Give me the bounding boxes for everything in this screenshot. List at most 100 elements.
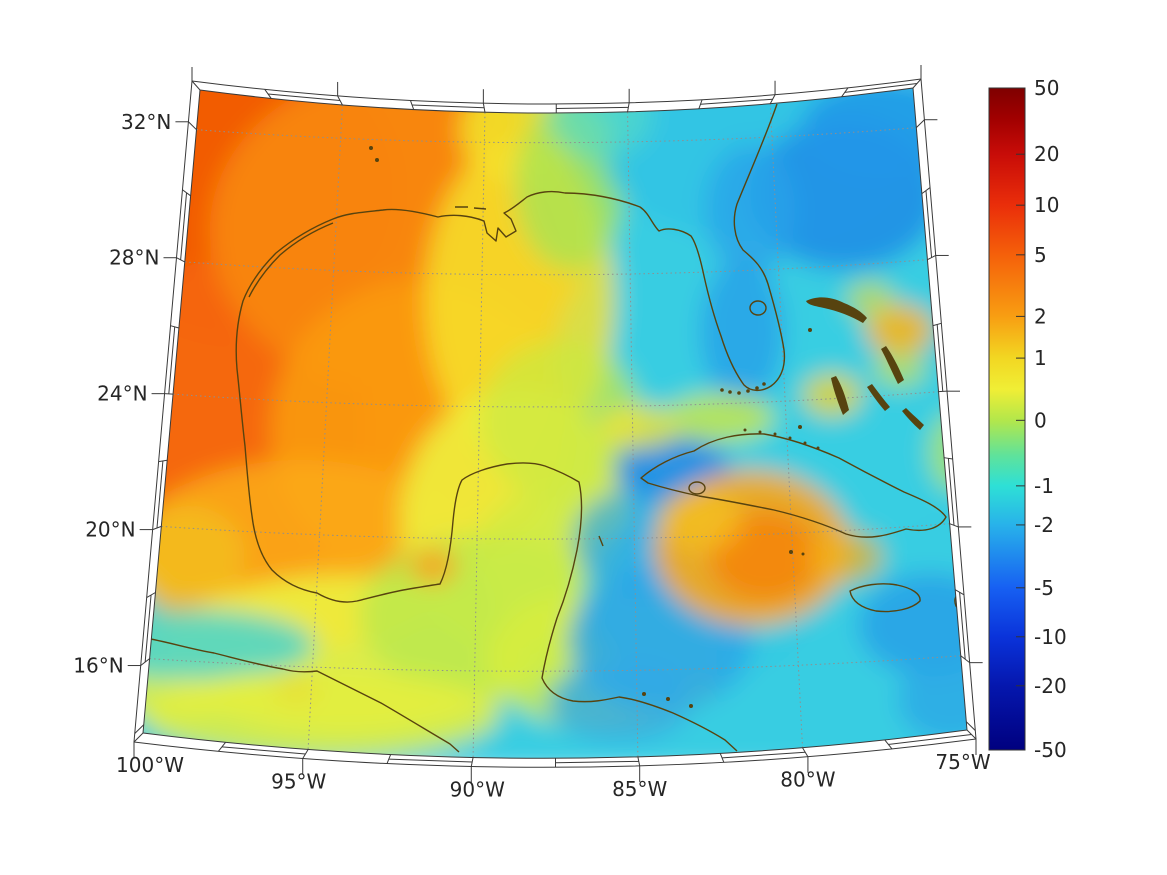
islet-dot-8 xyxy=(737,391,741,395)
field-blob-21 xyxy=(548,88,652,158)
field-blob-36 xyxy=(866,304,934,356)
map-frame xyxy=(127,65,983,783)
islet-dot-13 xyxy=(798,425,802,429)
field-blob-38 xyxy=(874,352,926,388)
islet-dot-14 xyxy=(945,466,949,470)
island-cozumel xyxy=(598,535,604,547)
frame-div-left xyxy=(170,325,180,329)
frame-bar-top xyxy=(412,104,485,109)
coastlines xyxy=(143,103,967,753)
lon-label-90w: 90°W xyxy=(450,777,505,801)
colorbar-tick-label--5: -5 xyxy=(1034,576,1054,600)
islet-dot-19 xyxy=(666,697,670,701)
islet-dot-7 xyxy=(728,390,732,394)
field-blob-40 xyxy=(410,548,456,584)
frame-bar-top xyxy=(700,98,773,105)
islet-dot-15 xyxy=(954,460,958,464)
colorbar-tick-label-1: 1 xyxy=(1034,346,1047,370)
colorbar-tick-label--10: -10 xyxy=(1034,625,1067,649)
island-isla-juventud xyxy=(688,481,706,495)
frame-div-top xyxy=(191,80,201,91)
frame-bar-bottom xyxy=(555,760,639,764)
colorbar-tick-label--20: -20 xyxy=(1034,674,1067,698)
parallel-16n xyxy=(149,655,961,672)
field-blob-34 xyxy=(658,488,742,552)
islet-dot-11 xyxy=(762,382,766,386)
frame-div-right xyxy=(949,523,959,528)
colorbar-tick-label-2: 2 xyxy=(1034,304,1047,328)
frame-bar-right xyxy=(959,592,966,660)
frame-bar-bottom xyxy=(221,746,306,755)
field-blob-23 xyxy=(802,88,962,178)
field-blob-13 xyxy=(480,340,640,500)
islet-dot-22 xyxy=(801,552,805,556)
colorbar-tick-label-20: 20 xyxy=(1034,142,1059,166)
frame-bar-top xyxy=(844,83,918,93)
frame-inner xyxy=(142,87,968,759)
frame-bar-bottom xyxy=(721,751,806,759)
parallel-24n xyxy=(173,391,939,408)
islet-dot-20 xyxy=(689,704,693,708)
coast-cuba xyxy=(640,433,947,538)
frame-bar-right xyxy=(947,458,955,526)
islet-dot-21 xyxy=(789,550,793,554)
islet-dot-18 xyxy=(642,692,646,696)
islands-bahamas xyxy=(806,297,924,430)
field-blob-25 xyxy=(700,260,784,404)
islet-dot-9 xyxy=(746,389,750,393)
field-blob-24 xyxy=(705,145,795,275)
frame-bar-bottom xyxy=(388,758,473,763)
islet-dot-0 xyxy=(743,428,747,432)
islet-dot-12 xyxy=(808,328,812,332)
parallel-32n xyxy=(196,127,917,144)
heatmap-blobs xyxy=(143,88,967,759)
lake-okeechobee xyxy=(749,300,767,316)
lon-label-95w: 95°W xyxy=(271,770,326,794)
colorbar-tick-label-10: 10 xyxy=(1034,193,1059,217)
islet-dot-3 xyxy=(788,436,792,440)
lon-label-85w: 85°W xyxy=(612,777,667,801)
islet-dot-16 xyxy=(369,146,373,150)
islet-dot-17 xyxy=(375,158,379,162)
frame-div-right xyxy=(915,119,925,128)
field-blob-35 xyxy=(807,531,883,583)
frame-bar-left xyxy=(180,192,188,260)
coast-pacific-mexico-guatemala xyxy=(143,636,460,753)
field-blob-39 xyxy=(846,280,894,320)
lat-label-32n: 32°N xyxy=(121,110,171,134)
field-blob-11 xyxy=(143,505,245,605)
axis-labels: 100°W 95°W 90°W 85°W 80°W 75°W 32°N 28°N 24°N 20°… xyxy=(73,110,991,802)
lat-label-16n: 16°N xyxy=(73,654,123,678)
frame-bar-right xyxy=(936,324,944,392)
frame-div-left xyxy=(134,724,145,734)
texas-barrier-islands xyxy=(248,222,334,298)
frame-bar-left xyxy=(156,460,164,529)
coast-us-gulf-mexico-yucatan xyxy=(235,103,786,752)
island-jamaica xyxy=(849,583,921,613)
mississippi-sound-islands xyxy=(455,206,487,210)
lon-label-75w: 75°W xyxy=(935,750,990,774)
field-blob-45 xyxy=(143,670,500,759)
frame-bar-top xyxy=(556,106,629,109)
field-blob-43 xyxy=(665,393,775,443)
colorbar-tick-label-0: 0 xyxy=(1034,408,1047,432)
frame-bar-left xyxy=(168,326,176,394)
frame-div-left xyxy=(188,121,197,131)
frame-div-right xyxy=(954,589,965,596)
islet-dot-4 xyxy=(803,441,807,445)
field-blob-20 xyxy=(143,610,315,680)
colorbar-tick-label--1: -1 xyxy=(1034,474,1054,498)
lon-label-80w: 80°W xyxy=(780,768,835,792)
field-blob-44 xyxy=(929,412,967,492)
islet-dot-10 xyxy=(755,386,759,390)
frame-div-right xyxy=(932,322,942,327)
frame-div-right xyxy=(965,721,976,731)
lat-label-24n: 24°N xyxy=(97,382,147,406)
heatmap-field xyxy=(143,88,967,759)
colorbar-tick-label-50: 50 xyxy=(1034,76,1059,100)
field-blob-31 xyxy=(898,658,967,742)
lon-label-100w: 100°W xyxy=(116,753,184,777)
